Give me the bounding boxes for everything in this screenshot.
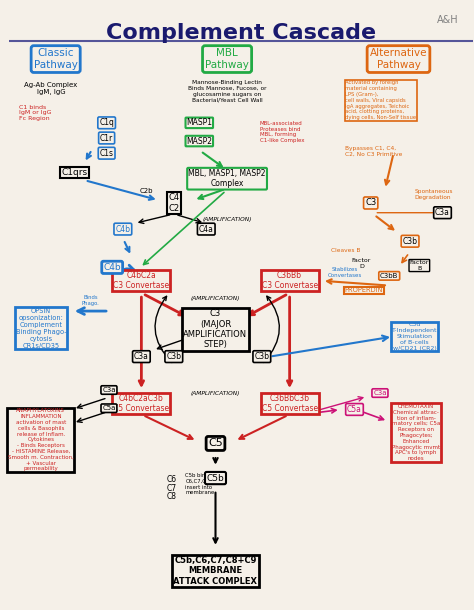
Text: Binds
Phago.: Binds Phago.	[82, 295, 99, 306]
Text: C4a: C4a	[199, 224, 214, 234]
Text: ANAPHYLATOXINS
INFLAMMATION
activation of mast
cells & Basophils
release of Infl: ANAPHYLATOXINS INFLAMMATION activation o…	[8, 408, 74, 472]
Text: (AMPLIFICATION): (AMPLIFICATION)	[202, 218, 252, 223]
Text: C6: C6	[166, 475, 176, 484]
Text: Activated by foreign
material containing
LPS (Gram-),
cell walls, Viral capsids
: Activated by foreign material containing…	[345, 81, 416, 120]
Text: Alternative
Pathway: Alternative Pathway	[370, 48, 427, 70]
Text: C3a: C3a	[373, 390, 387, 396]
Text: MBL-associated
Proteases bind
MBL, forming
C1-like Complex: MBL-associated Proteases bind MBL, formi…	[259, 121, 304, 143]
Text: C4bC2aC3b
C5 Convertase: C4bC2aC3b C5 Convertase	[113, 393, 169, 413]
Text: C3b: C3b	[402, 237, 418, 246]
Text: Spontaneous
Degradation: Spontaneous Degradation	[415, 189, 453, 200]
Text: PROPERDIN: PROPERDIN	[345, 287, 383, 293]
Text: C5a: C5a	[102, 405, 116, 411]
Text: OPSIN
opsonization:
Complement
Binding Phago-
cytosis
CR1s/CD35: OPSIN opsonization: Complement Binding P…	[16, 307, 66, 348]
Text: MASP1: MASP1	[186, 118, 212, 127]
Text: Bypasses C1, C4,
C2, No C3 Primitive: Bypasses C1, C4, C2, No C3 Primitive	[345, 146, 402, 157]
Text: A&H: A&H	[437, 15, 459, 25]
Text: C4b: C4b	[103, 263, 121, 272]
Text: MBL
Pathway: MBL Pathway	[205, 48, 249, 70]
Text: (AMPLIFICATION): (AMPLIFICATION)	[191, 390, 240, 395]
Text: C1 binds
IgM or IgG
Fc Region: C1 binds IgM or IgG Fc Region	[18, 105, 51, 121]
Text: Ag-Ab Complex
IgM, IgG: Ag-Ab Complex IgM, IgG	[25, 82, 78, 95]
Text: C8: C8	[166, 492, 176, 501]
Text: C4
C2: C4 C2	[168, 193, 179, 213]
Text: C5b,C6,C7,C8+C9
MEMBRANE
ATTACK COMPLEX: C5b,C6,C7,C8+C9 MEMBRANE ATTACK COMPLEX	[173, 556, 257, 586]
Text: C5a: C5a	[347, 405, 362, 414]
Text: C4bC2a
C3 Convertase: C4bC2a C3 Convertase	[113, 271, 169, 290]
Text: C3d
T-Independent
Stimulation
of B-cells
w/CD21 (CR2): C3d T-Independent Stimulation of B-cells…	[392, 323, 438, 351]
Text: C1qrs: C1qrs	[61, 168, 87, 177]
Text: C5b: C5b	[207, 473, 224, 483]
Text: Classic
Pathway: Classic Pathway	[34, 48, 78, 70]
Text: C3a: C3a	[435, 208, 450, 217]
Text: Factor
D: Factor D	[352, 258, 371, 269]
Text: C3a: C3a	[134, 352, 149, 361]
Text: C3
(MAJOR
AMPLIFICATION
STEP): C3 (MAJOR AMPLIFICATION STEP)	[183, 309, 247, 350]
Text: C3bBb
C3 Convertase: C3bBb C3 Convertase	[262, 271, 318, 290]
Text: Factor
B: Factor B	[410, 260, 429, 271]
Text: C2b: C2b	[139, 188, 153, 194]
Text: C3bB: C3bB	[380, 273, 399, 279]
Text: MASP2: MASP2	[186, 137, 212, 146]
Text: C1r: C1r	[100, 134, 113, 143]
Text: C3b: C3b	[166, 352, 182, 361]
Text: C3bBbC3b
C5 Convertase: C3bBbC3b C5 Convertase	[262, 393, 318, 413]
Text: C5: C5	[208, 439, 223, 448]
Text: C1s: C1s	[100, 149, 114, 158]
Text: Mannose-Binding Lectin
Binds Mannose, Fucose, or
glucosamine sugars on
Bacterial: Mannose-Binding Lectin Binds Mannose, Fu…	[188, 81, 266, 102]
Text: C3a: C3a	[102, 387, 116, 393]
Text: C7: C7	[166, 484, 176, 493]
Text: Cleaves B: Cleaves B	[331, 248, 361, 253]
Text: C3: C3	[365, 198, 376, 207]
Text: C5b binds
C6,C7,C8
insert into
membrane: C5b binds C6,C7,C8 insert into membrane	[185, 473, 215, 495]
Text: Stabilizes
Convertases: Stabilizes Convertases	[328, 267, 362, 278]
Text: (AMPLIFICATION): (AMPLIFICATION)	[191, 296, 240, 301]
Text: MBL, MASP1, MASP2
Complex: MBL, MASP1, MASP2 Complex	[188, 169, 266, 188]
Text: Complement Cascade: Complement Cascade	[106, 23, 376, 43]
Text: CHEMOTAXIN
Chemical attrac-
tion of inflam-
matory cells; C5a
Receptors on
Phago: CHEMOTAXIN Chemical attrac- tion of infl…	[392, 404, 440, 461]
Text: C3b: C3b	[255, 352, 269, 361]
Text: C1q: C1q	[99, 118, 114, 127]
Text: C4b: C4b	[115, 224, 130, 234]
